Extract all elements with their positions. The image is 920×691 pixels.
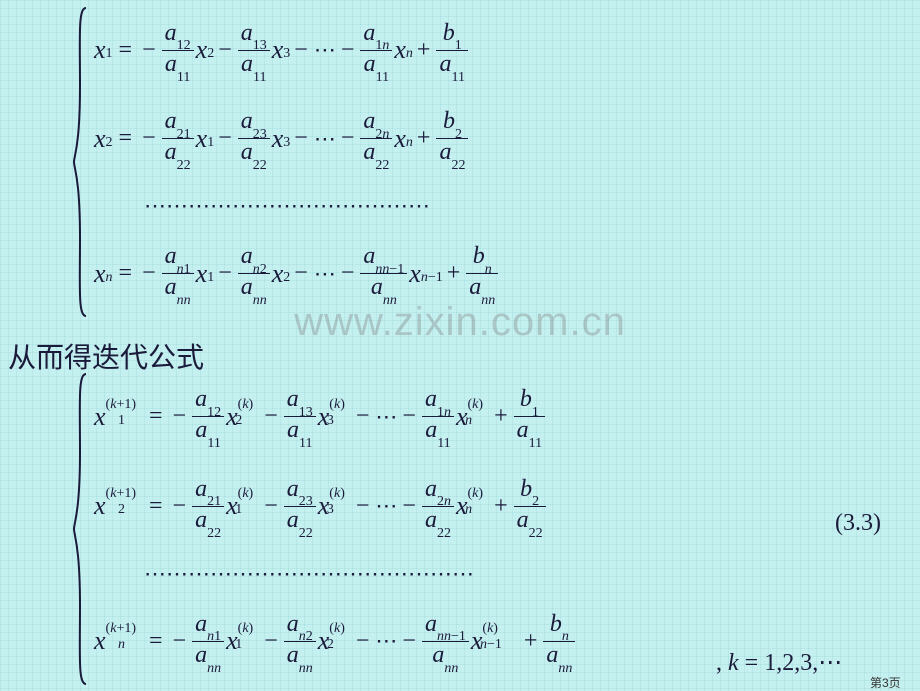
equation-row: x(k+1)n=−an1annx(k)1−an2annx(k)2−⋯−ann−1… bbox=[94, 604, 577, 678]
dots-row: ⋯⋯⋯⋯⋯⋯⋯⋯⋯⋯⋯⋯⋯⋯⋯ bbox=[94, 559, 577, 589]
k-range-text: , k = 1,2,3,⋯ bbox=[716, 648, 842, 677]
page-number: 第3页 bbox=[870, 674, 901, 691]
equation-system-2: x(k+1)1=−a12a11x(k)2−a13a11x(k)3−⋯−a1na1… bbox=[72, 372, 577, 686]
equation-system-1: x1=−a12a11x2−a13a11x3−⋯−a1na11xn+b1a11 x2… bbox=[72, 6, 500, 318]
equation-row: x2=−a21a22x1−a23a22x3−⋯−a2na22xn+b2a22 bbox=[94, 103, 500, 175]
brace-icon bbox=[72, 372, 90, 686]
equation-row: x1=−a12a11x2−a13a11x3−⋯−a1na11xn+b1a11 bbox=[94, 14, 500, 86]
equation-row: x(k+1)2=−a21a22x(k)1−a23a22x(k)3−⋯−a2na2… bbox=[94, 469, 577, 543]
equation-number: (3.3) bbox=[835, 510, 881, 537]
equation-row: x(k+1)1=−a12a11x(k)2−a13a11x(k)3−⋯−a1na1… bbox=[94, 380, 577, 454]
dots-row: ⋯⋯⋯⋯⋯⋯⋯⋯⋯⋯⋯⋯⋯ bbox=[94, 191, 500, 221]
equation-row: xn=−an1annx1−an2annx2−⋯−ann−1annxn−1+bna… bbox=[94, 238, 500, 310]
brace-icon bbox=[72, 6, 90, 318]
intro-text: 从而得迭代公式 bbox=[8, 336, 204, 376]
